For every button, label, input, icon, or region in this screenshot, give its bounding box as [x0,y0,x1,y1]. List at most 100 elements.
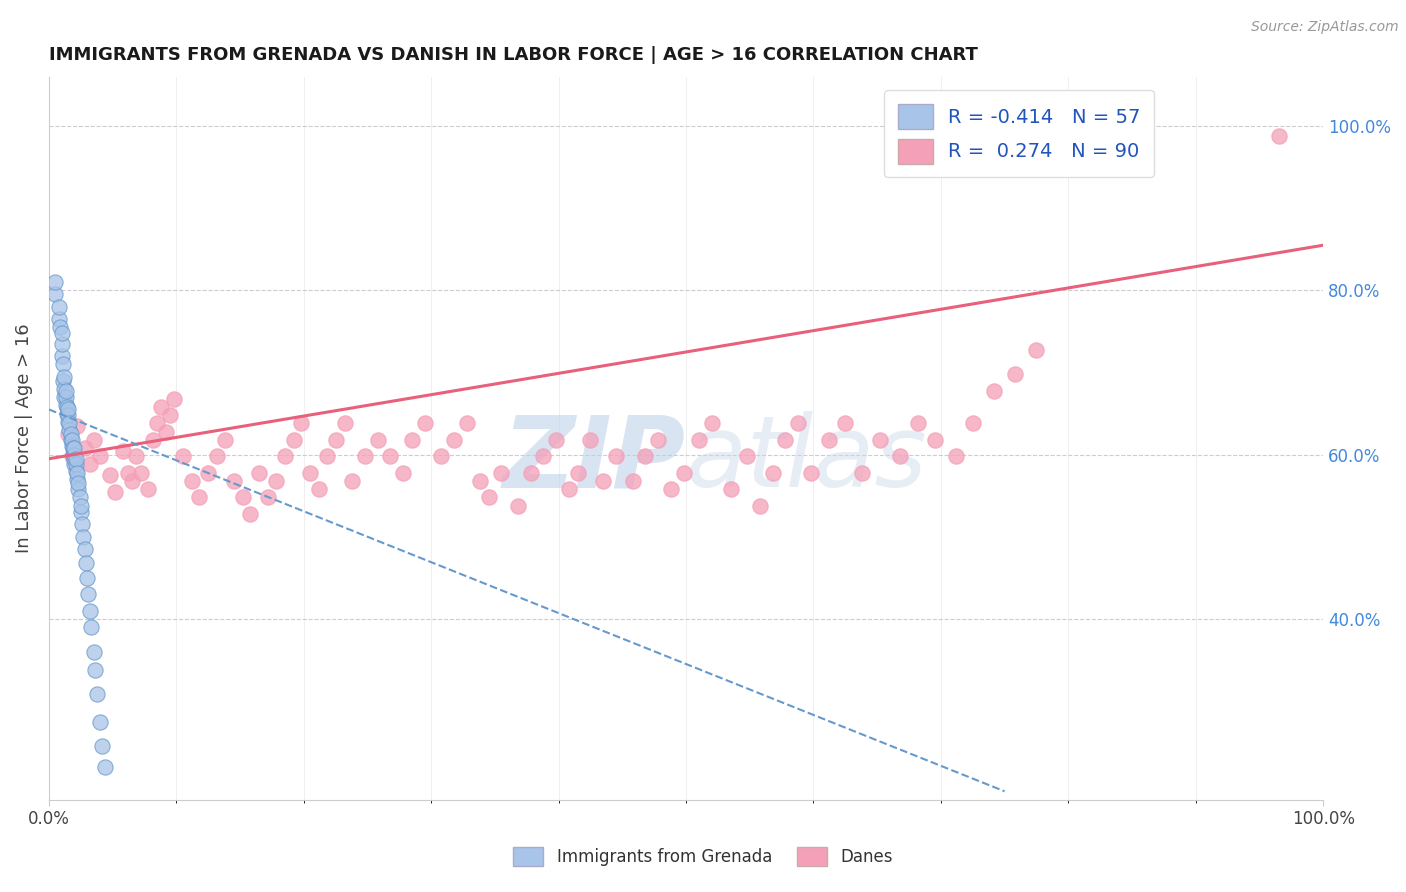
Point [83,433,105,447]
Point [121,474,143,488]
Point [430,450,453,464]
Point [232,491,254,505]
Point [67,476,90,491]
Point [299,466,322,480]
Point [86,687,108,701]
Point [56,402,79,417]
Point [150,400,173,414]
Point [80,620,103,634]
Point [49,320,72,334]
Point [945,450,967,464]
Point [197,466,219,480]
Point [51,326,73,340]
Text: atlas: atlas [686,411,928,508]
Point [413,417,436,431]
Point [55,390,77,404]
Point [315,450,337,464]
Point [672,466,695,480]
Point [1267,128,1289,143]
Point [58,417,80,431]
Point [55,398,77,412]
Text: ZIP: ZIP [503,411,686,508]
Point [60,439,83,453]
Point [159,408,181,422]
Point [79,604,101,618]
Point [89,714,111,729]
Point [247,466,270,480]
Point [239,507,262,521]
Point [63,451,86,466]
Point [579,433,602,447]
Point [342,474,364,488]
Point [48,312,70,326]
Point [53,369,76,384]
Point [605,450,627,464]
Point [762,466,785,480]
Point [52,374,75,388]
Point [354,450,377,464]
Point [44,287,66,301]
Point [117,466,139,480]
Point [659,482,682,496]
Point [70,517,93,532]
Point [79,458,101,472]
Point [257,491,280,505]
Point [700,417,723,431]
Point [308,482,330,496]
Point [56,407,79,421]
Point [65,458,87,472]
Point [720,482,742,496]
Point [83,645,105,659]
Point [111,443,134,458]
Point [66,472,89,486]
Point [749,499,772,513]
Point [634,450,657,464]
Point [264,474,287,488]
Point [62,448,84,462]
Point [506,499,529,513]
Point [290,417,312,431]
Point [205,450,228,464]
Point [468,474,491,488]
Point [65,464,87,478]
Point [55,384,77,398]
Point [889,450,911,464]
Point [621,474,644,488]
Point [53,382,76,396]
Point [834,417,856,431]
Point [273,450,295,464]
Point [77,587,100,601]
Point [65,451,87,466]
Point [546,433,568,447]
Point [333,417,356,431]
Point [367,433,389,447]
Point [1025,343,1047,357]
Point [76,571,98,585]
Point [592,474,614,488]
Point [380,450,402,464]
Point [155,425,177,439]
Point [172,450,194,464]
Point [51,336,73,351]
Point [180,474,202,488]
Point [146,417,169,431]
Y-axis label: In Labor Force | Age > 16: In Labor Force | Age > 16 [15,324,32,553]
Point [69,491,91,505]
Point [962,417,984,431]
Point [56,427,79,442]
Point [477,491,499,505]
Point [222,474,245,488]
Point [558,482,581,496]
Point [69,499,91,513]
Point [104,484,127,499]
Point [75,556,97,570]
Point [800,466,823,480]
Point [56,400,79,414]
Point [63,441,86,455]
Point [1004,367,1026,381]
Point [59,433,82,447]
Point [72,530,94,544]
Point [58,423,80,437]
Point [66,418,89,433]
Legend: Immigrants from Grenada, Danes: Immigrants from Grenada, Danes [506,840,900,873]
